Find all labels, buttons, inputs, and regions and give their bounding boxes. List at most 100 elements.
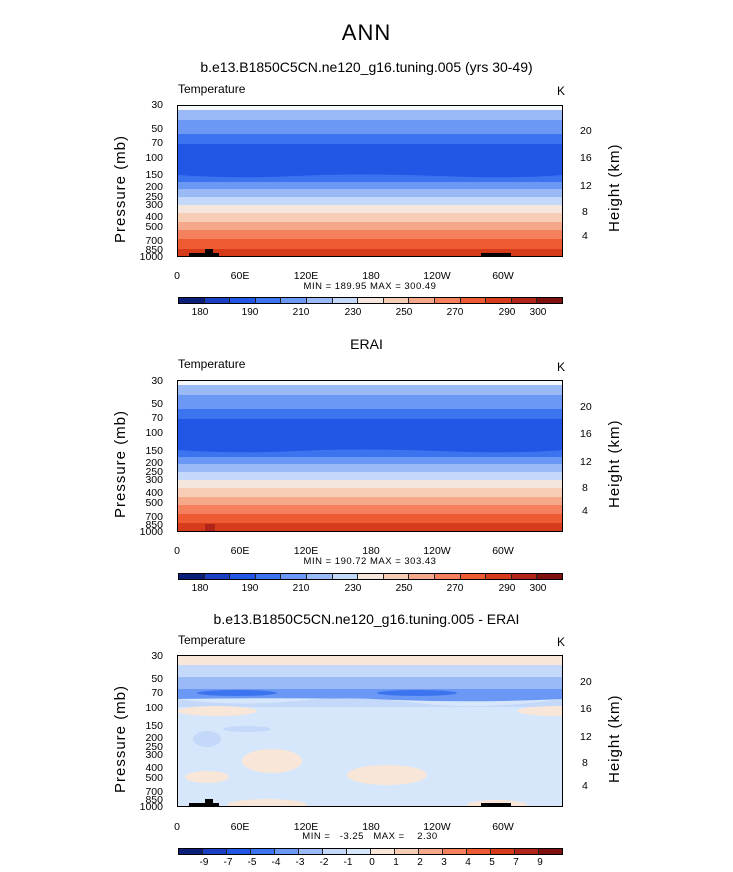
- p2-ytick-850: 850: [145, 519, 163, 531]
- p1-colorbar-swatch-7: [358, 298, 384, 303]
- p3-colorbar-swatch-8: [371, 849, 395, 854]
- p3-xtick-180: 180: [362, 821, 380, 833]
- p2-xtick-60w: 60W: [492, 545, 514, 557]
- p1-ytick-70: 70: [151, 137, 163, 149]
- p2-htick-4: 4: [582, 505, 588, 517]
- p2-colorbar-swatch-8: [383, 574, 410, 579]
- panel-3-contour-field: [177, 655, 563, 807]
- p1-colorbar-swatch-13: [511, 298, 538, 303]
- p3-cb-5: 5: [489, 857, 495, 868]
- p2-colorbar-swatch-11: [460, 574, 487, 579]
- p2-y2label: Height (km): [606, 419, 623, 508]
- p2-xtick-180: 180: [362, 545, 380, 557]
- p2-xtick-0: 0: [174, 545, 180, 557]
- p1-xtick-180: 180: [362, 270, 380, 282]
- p2-colorbar-swatch-2: [230, 574, 256, 579]
- panel-1-unit: K: [557, 84, 566, 98]
- p3-colorbar-swatch-4: [275, 849, 299, 854]
- p3-colorbar-swatch-12: [467, 849, 491, 854]
- panel-3-title: b.e13.B1850C5CN.ne120_g16.tuning.005 - E…: [213, 611, 520, 627]
- band-70: [177, 409, 563, 419]
- panel-1-contour-field: [177, 105, 563, 257]
- p3-colorbar-swatch-15: [539, 849, 562, 854]
- panel-1-frame: [177, 105, 563, 257]
- band-500: [177, 222, 563, 230]
- p2-xtick-120w: 120W: [423, 545, 451, 557]
- p3-cb-m4: -4: [271, 857, 281, 868]
- band-90: [177, 698, 563, 707]
- p3-ytick-70: 70: [151, 687, 163, 699]
- p1-htick-12: 12: [580, 180, 592, 192]
- p2-colorbar-swatch-10: [434, 574, 461, 579]
- p2-cb-230: 230: [344, 583, 362, 594]
- p3-ylabel: Pressure (mb): [112, 684, 129, 793]
- band-150: [177, 457, 563, 464]
- p3-colorbar-swatch-13: [491, 849, 515, 854]
- warm-500-b: [185, 771, 229, 783]
- panel-3-minmax: MIN = -3.25 MAX = 2.30: [302, 831, 438, 842]
- band-300: [177, 205, 563, 213]
- p3-colorbar-swatch-1: [203, 849, 227, 854]
- p2-htick-8: 8: [582, 482, 588, 494]
- p1-xtick-60e: 60E: [230, 270, 250, 282]
- core-70-a: [197, 690, 277, 696]
- p3-cb-0: 0: [369, 857, 375, 868]
- p3-ytick-100: 100: [145, 702, 163, 714]
- topography-africa: [189, 253, 219, 257]
- p1-htick-16: 16: [580, 152, 592, 164]
- p1-y2label: Height (km): [606, 143, 623, 232]
- band-600: [177, 505, 563, 514]
- p2-htick-16: 16: [580, 428, 592, 440]
- p1-colorbar-swatch-10: [434, 298, 461, 303]
- panel-3-plot: [177, 655, 563, 807]
- p2-ytick-1000: 1000: [139, 526, 163, 538]
- band-500: [177, 497, 563, 505]
- p3-xtick-60w: 60W: [492, 821, 514, 833]
- p3-htick-12: 12: [580, 731, 592, 743]
- topography-tibet: [205, 799, 213, 807]
- band-35: [177, 110, 563, 120]
- p3-htick-4: 4: [582, 780, 588, 792]
- p1-cb-300: 300: [529, 307, 547, 318]
- p1-ytick-400: 400: [145, 211, 163, 223]
- p1-htick-8: 8: [582, 206, 588, 218]
- p1-xtick-0: 0: [174, 270, 180, 282]
- p2-cb-290: 290: [498, 583, 516, 594]
- topography-africa: [189, 803, 219, 807]
- p2-colorbar-swatch-4: [281, 574, 307, 579]
- panel-3-variable: Temperature: [178, 633, 246, 647]
- panel-2-contour-field: [177, 380, 563, 532]
- p1-cb-270: 270: [446, 307, 464, 318]
- p3-ytick-200: 200: [145, 732, 163, 744]
- p2-cb-250: 250: [395, 583, 413, 594]
- band-250: [177, 197, 563, 205]
- band-150a: [177, 174, 563, 182]
- topography-andes: [481, 253, 511, 257]
- p2-ylabel: Pressure (mb): [112, 409, 129, 518]
- band-200: [177, 189, 563, 197]
- p1-ytick-250: 250: [145, 191, 163, 203]
- p3-ytick-50: 50: [151, 673, 163, 685]
- p3-xtick-60e: 60E: [230, 821, 250, 833]
- p3-cb-4: 4: [465, 857, 471, 868]
- p3-cb-1: 1: [393, 857, 399, 868]
- p1-htick-20: 20: [580, 125, 592, 137]
- p2-ytick-70: 70: [151, 412, 163, 424]
- p3-colorbar-swatch-5: [299, 849, 323, 854]
- p3-ytick-700: 700: [145, 786, 163, 798]
- p3-ytick-500: 500: [145, 772, 163, 784]
- cool-150: [223, 726, 271, 732]
- panel-1-minmax: MIN = 189.95 MAX = 300.49: [303, 281, 437, 292]
- p2-ytick-200: 200: [145, 457, 163, 469]
- p2-colorbar-swatch-14: [537, 574, 562, 579]
- p3-colorbar-swatch-14: [515, 849, 539, 854]
- p1-ytick-1000: 1000: [139, 251, 163, 263]
- warm-surface-a: [227, 799, 307, 807]
- p1-ytick-850: 850: [145, 244, 163, 256]
- p1-ytick-150: 150: [145, 169, 163, 181]
- panel-1-variable: Temperature: [178, 82, 246, 96]
- p1-colorbar-swatch-0: [179, 298, 205, 303]
- p3-cb-m2: -2: [319, 857, 329, 868]
- p1-htick-4: 4: [582, 230, 588, 242]
- band-900: [177, 523, 563, 532]
